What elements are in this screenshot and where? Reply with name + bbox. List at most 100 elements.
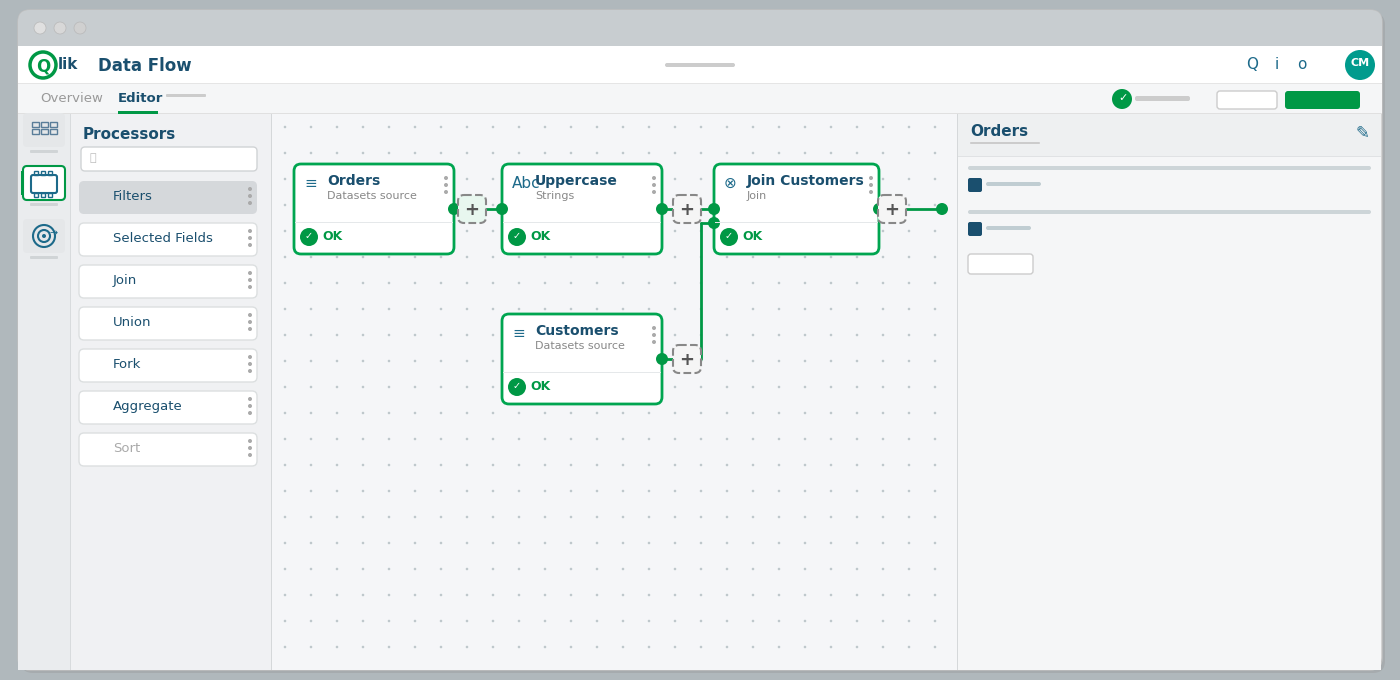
Circle shape xyxy=(518,515,521,518)
Circle shape xyxy=(466,282,468,284)
Circle shape xyxy=(361,256,364,258)
Circle shape xyxy=(309,646,312,648)
Circle shape xyxy=(440,438,442,441)
Circle shape xyxy=(570,334,573,337)
Circle shape xyxy=(596,307,598,310)
Circle shape xyxy=(907,204,910,206)
Bar xyxy=(48,171,52,175)
Circle shape xyxy=(248,187,252,191)
FancyBboxPatch shape xyxy=(294,164,454,254)
Circle shape xyxy=(414,152,416,154)
FancyBboxPatch shape xyxy=(458,195,486,223)
Circle shape xyxy=(855,256,858,258)
Circle shape xyxy=(882,411,885,414)
Circle shape xyxy=(648,646,650,648)
Circle shape xyxy=(622,360,624,362)
Circle shape xyxy=(518,438,521,441)
Circle shape xyxy=(725,334,728,337)
Circle shape xyxy=(570,230,573,233)
Circle shape xyxy=(882,256,885,258)
Circle shape xyxy=(518,256,521,258)
Circle shape xyxy=(440,490,442,492)
Circle shape xyxy=(388,411,391,414)
Circle shape xyxy=(440,334,442,337)
Circle shape xyxy=(700,307,703,310)
Circle shape xyxy=(248,320,252,324)
Circle shape xyxy=(518,490,521,492)
Circle shape xyxy=(934,438,937,441)
Circle shape xyxy=(700,646,703,648)
Circle shape xyxy=(700,568,703,571)
Circle shape xyxy=(804,594,806,596)
Text: Join Customers: Join Customers xyxy=(748,174,865,188)
Circle shape xyxy=(673,438,676,441)
Circle shape xyxy=(778,490,780,492)
Circle shape xyxy=(648,464,650,466)
Circle shape xyxy=(673,126,676,129)
Circle shape xyxy=(882,515,885,518)
Circle shape xyxy=(830,411,832,414)
Circle shape xyxy=(752,386,755,388)
Circle shape xyxy=(388,464,391,466)
Circle shape xyxy=(336,307,339,310)
Circle shape xyxy=(855,204,858,206)
Circle shape xyxy=(414,360,416,362)
Circle shape xyxy=(518,619,521,622)
Text: Datasets source: Datasets source xyxy=(328,191,417,201)
Circle shape xyxy=(648,360,650,362)
Circle shape xyxy=(414,386,416,388)
Circle shape xyxy=(752,204,755,206)
Text: Orders: Orders xyxy=(970,124,1028,139)
Circle shape xyxy=(248,201,252,205)
Circle shape xyxy=(361,307,364,310)
FancyBboxPatch shape xyxy=(81,147,258,171)
Circle shape xyxy=(440,411,442,414)
Circle shape xyxy=(855,464,858,466)
Circle shape xyxy=(444,176,448,180)
Circle shape xyxy=(491,126,494,129)
Circle shape xyxy=(752,230,755,233)
Circle shape xyxy=(543,490,546,492)
Circle shape xyxy=(466,411,468,414)
Circle shape xyxy=(934,177,937,180)
Bar xyxy=(295,222,454,223)
Circle shape xyxy=(361,334,364,337)
Circle shape xyxy=(907,568,910,571)
Circle shape xyxy=(248,362,252,366)
Bar xyxy=(34,171,38,175)
Circle shape xyxy=(934,282,937,284)
Circle shape xyxy=(830,177,832,180)
Circle shape xyxy=(440,594,442,596)
Circle shape xyxy=(882,594,885,596)
Circle shape xyxy=(804,386,806,388)
Circle shape xyxy=(673,282,676,284)
Circle shape xyxy=(720,228,738,246)
Circle shape xyxy=(508,378,526,396)
Circle shape xyxy=(752,126,755,129)
Bar xyxy=(18,84,1382,114)
Text: →: → xyxy=(50,228,59,238)
Circle shape xyxy=(752,152,755,154)
Text: Aggregate: Aggregate xyxy=(113,400,183,413)
Circle shape xyxy=(907,360,910,362)
Circle shape xyxy=(648,386,650,388)
FancyBboxPatch shape xyxy=(1135,96,1190,101)
Bar xyxy=(32,122,39,127)
Circle shape xyxy=(778,568,780,571)
Circle shape xyxy=(491,386,494,388)
Text: +: + xyxy=(679,351,694,369)
Circle shape xyxy=(309,177,312,180)
Circle shape xyxy=(414,256,416,258)
Bar xyxy=(41,122,48,127)
Circle shape xyxy=(907,334,910,337)
Circle shape xyxy=(725,515,728,518)
FancyBboxPatch shape xyxy=(22,166,64,200)
Circle shape xyxy=(284,360,287,362)
Circle shape xyxy=(336,568,339,571)
Circle shape xyxy=(700,542,703,544)
Circle shape xyxy=(752,256,755,258)
Circle shape xyxy=(708,203,720,215)
Circle shape xyxy=(622,256,624,258)
Circle shape xyxy=(869,190,874,194)
Circle shape xyxy=(700,334,703,337)
